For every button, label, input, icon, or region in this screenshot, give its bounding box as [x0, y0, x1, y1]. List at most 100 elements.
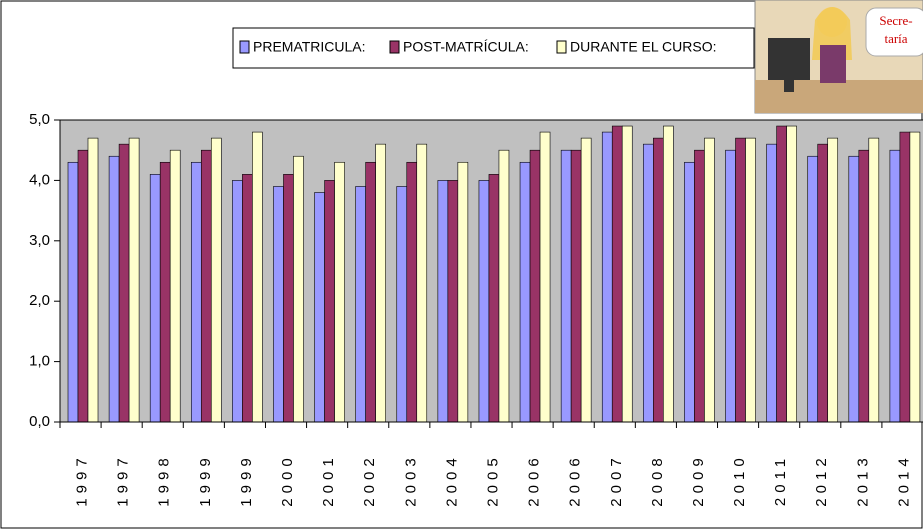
bar: [663, 126, 673, 422]
bar: [746, 138, 756, 422]
bar: [602, 132, 612, 422]
bar: [849, 156, 859, 422]
bar: [88, 138, 98, 422]
bar: [201, 150, 211, 422]
bar: [890, 150, 900, 422]
bar: [787, 126, 797, 422]
bar: [694, 150, 704, 422]
bar: [283, 174, 293, 422]
bar: [859, 150, 869, 422]
y-tick-label: 5,0: [29, 111, 50, 128]
bar: [160, 162, 170, 422]
bar: [622, 126, 632, 422]
monitor: [768, 38, 810, 80]
bar: [900, 132, 910, 422]
bar: [356, 186, 366, 422]
y-tick-label: 4,0: [29, 171, 50, 188]
bar: [252, 132, 262, 422]
bar: [242, 174, 252, 422]
bar: [726, 150, 736, 422]
bar: [489, 174, 499, 422]
x-tick-label: 1997: [115, 453, 132, 506]
bar: [520, 162, 530, 422]
x-tick-label: 2004: [443, 453, 460, 506]
bar: [581, 138, 591, 422]
x-tick-label: 1999: [238, 453, 255, 506]
bar: [150, 174, 160, 422]
bar: [315, 192, 325, 422]
legend-swatch: [557, 41, 566, 53]
legend-label: POST-MATRÍCULA:: [403, 39, 529, 55]
x-tick-label: 2000: [279, 453, 296, 506]
bar: [571, 150, 581, 422]
bar: [643, 144, 653, 422]
x-tick-label: 2006: [526, 453, 543, 506]
x-tick-label: 2002: [361, 453, 378, 506]
bar: [366, 162, 376, 422]
legend-swatch: [240, 41, 249, 53]
caption-line: taría: [884, 31, 907, 46]
corner-image: Secre- taría: [755, 0, 923, 113]
bar: [479, 180, 489, 422]
bar: [376, 144, 386, 422]
legend: PREMATRICULA: POST-MATRÍCULA: DURANTE EL C…: [233, 28, 754, 68]
y-tick-label: 3,0: [29, 232, 50, 249]
bar: [684, 162, 694, 422]
bar: [910, 132, 920, 422]
x-tick-label: 2003: [402, 453, 419, 506]
body: [820, 45, 846, 83]
x-tick-label: 2007: [608, 453, 625, 506]
bar: [767, 144, 777, 422]
legend-label: PREMATRICULA:: [253, 39, 366, 55]
bar: [129, 138, 139, 422]
bar: [211, 138, 221, 422]
bar: [808, 156, 818, 422]
x-tick-label: 2005: [484, 453, 501, 506]
bar: [869, 138, 879, 422]
chart: 0,0 1,0 2,0 3,0 4,0 5,0 1997 1997 1998 1999 1999 20…: [0, 0, 923, 529]
y-tick-label: 2,0: [29, 292, 50, 309]
bar: [407, 162, 417, 422]
bar: [417, 144, 427, 422]
x-tick-label: 2010: [731, 453, 748, 506]
x-tick-label: 2001: [320, 453, 337, 506]
bar: [68, 162, 78, 422]
bar: [109, 156, 119, 422]
x-tick-label: 1999: [197, 453, 214, 506]
bar: [232, 180, 242, 422]
bar: [653, 138, 663, 422]
bar: [612, 126, 622, 422]
caption-line: Secre-: [879, 13, 912, 28]
bar: [397, 186, 407, 422]
x-tick-label: 2012: [813, 453, 830, 506]
x-tick-label: 2011: [772, 454, 789, 506]
bar: [78, 150, 88, 422]
legend-label: DURANTE EL CURSO:: [570, 39, 717, 55]
x-tick-label: 2009: [690, 453, 707, 506]
bar: [704, 138, 714, 422]
bar: [448, 180, 458, 422]
desk: [755, 80, 923, 113]
bar: [540, 132, 550, 422]
bar: [530, 150, 540, 422]
legend-swatch: [390, 41, 399, 53]
bar: [458, 162, 468, 422]
x-tick-label: 2014: [895, 453, 912, 506]
y-tick-label: 1,0: [29, 353, 50, 370]
bar: [119, 144, 129, 422]
bar: [828, 138, 838, 422]
x-tick-label: 1998: [156, 453, 173, 506]
bar: [293, 156, 303, 422]
bar: [561, 150, 571, 422]
x-tick-label: 1997: [74, 453, 91, 506]
bar: [335, 162, 345, 422]
monitor-stand: [784, 80, 794, 92]
bar: [777, 126, 787, 422]
bar: [818, 144, 828, 422]
bar: [191, 162, 201, 422]
x-tick-label: 2008: [649, 453, 666, 506]
bar: [325, 180, 335, 422]
bar: [273, 186, 283, 422]
y-tick-label: 0,0: [29, 413, 50, 430]
x-tick-label: 2013: [854, 453, 871, 506]
